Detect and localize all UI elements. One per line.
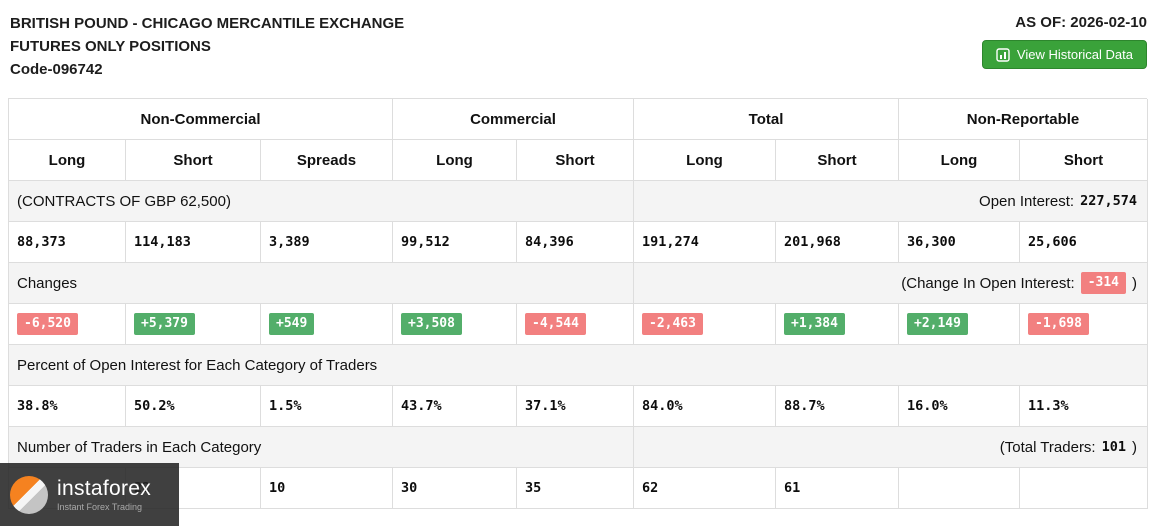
column-header-long: Long: [393, 140, 517, 181]
column-header-short: Short: [776, 140, 899, 181]
change-badge-cell: -4,544: [517, 304, 634, 345]
traders-count-cell: 30: [393, 468, 517, 509]
instaforex-tagline: Instant Forex Trading: [57, 502, 143, 513]
change-open-interest-value: -314: [1080, 272, 1126, 294]
percent-value-cell: 50.2%: [126, 386, 261, 427]
percent-value-cell: 37.1%: [517, 386, 634, 427]
percent-value-cell: 38.8%: [9, 386, 126, 427]
column-header-long: Long: [634, 140, 776, 181]
instaforex-watermark: instaforex Instant Forex Trading: [0, 463, 179, 526]
change-value: +2,149: [907, 313, 968, 335]
instaforex-brand: instaforex: [57, 476, 152, 500]
change-value: +5,379: [134, 313, 195, 335]
change-badge-cell: -2,463: [634, 304, 776, 345]
report-header: BRITISH POUND - CHICAGO MERCANTILE EXCHA…: [0, 0, 1155, 98]
change-value: +3,508: [401, 313, 462, 335]
group-header-total: Total: [634, 99, 899, 140]
change-badge-cell: +1,384: [776, 304, 899, 345]
total-traders-label: (Total Traders:: [999, 438, 1096, 456]
history-chart-icon: [996, 47, 1010, 62]
instaforex-watermark-text: instaforex Instant Forex Trading: [57, 477, 151, 512]
position-value-cell: 114,183: [126, 222, 261, 263]
as-of-date: AS OF: 2026-02-10: [1015, 14, 1147, 31]
column-header-short: Short: [517, 140, 634, 181]
percent-value-cell: 16.0%: [899, 386, 1020, 427]
change-value: -6,520: [17, 313, 78, 335]
percent-value-cell: 11.3%: [1020, 386, 1148, 427]
group-header-non-commercial: Non-Commercial: [9, 99, 393, 140]
view-historical-data-button[interactable]: View Historical Data: [981, 40, 1147, 69]
position-value-cell: 3,389: [261, 222, 393, 263]
position-value-cell: 36,300: [899, 222, 1020, 263]
traders-count-cell: 10: [261, 468, 393, 509]
traders-count-cell: [899, 468, 1020, 509]
column-header-short: Short: [126, 140, 261, 181]
instaforex-logo-icon: [10, 475, 48, 514]
change-open-interest-suffix: ): [1132, 274, 1137, 292]
column-header-long: Long: [899, 140, 1020, 181]
total-traders-row: (Total Traders: 101 ): [634, 427, 1148, 468]
percent-value-cell: 1.5%: [261, 386, 393, 427]
column-header-short: Short: [1020, 140, 1148, 181]
change-open-interest-row: (Change In Open Interest: -314 ): [634, 263, 1148, 304]
report-title-line1: BRITISH POUND - CHICAGO MERCANTILE EXCHA…: [10, 15, 405, 32]
change-value: -1,698: [1028, 313, 1089, 335]
changes-label: Changes: [9, 263, 634, 304]
report-header-right: AS OF: 2026-02-10 View Historical Data: [981, 12, 1147, 69]
change-badge-cell: +549: [261, 304, 393, 345]
column-header-spreads: Spreads: [261, 140, 393, 181]
position-value-cell: 201,968: [776, 222, 899, 263]
position-value-cell: 191,274: [634, 222, 776, 263]
total-traders-value: 101: [1101, 439, 1126, 455]
change-badge-cell: -6,520: [9, 304, 126, 345]
traders-count-cell: 61: [776, 468, 899, 509]
contracts-label: (CONTRACTS OF GBP 62,500): [9, 181, 634, 222]
percent-value-cell: 88.7%: [776, 386, 899, 427]
total-traders-suffix: ): [1132, 438, 1137, 456]
view-historical-data-label: View Historical Data: [1016, 47, 1133, 62]
report-title-line2: FUTURES ONLY POSITIONS: [10, 38, 211, 55]
position-value-cell: 25,606: [1020, 222, 1148, 263]
report-titles: BRITISH POUND - CHICAGO MERCANTILE EXCHA…: [10, 12, 404, 81]
number-of-traders-label: Number of Traders in Each Category: [9, 427, 634, 468]
cot-table: Non-Commercial Commercial Total Non-Repo…: [8, 98, 1148, 509]
change-badge-cell: +3,508: [393, 304, 517, 345]
percent-value-cell: 84.0%: [634, 386, 776, 427]
change-badge-cell: -1,698: [1020, 304, 1148, 345]
percent-value-cell: 43.7%: [393, 386, 517, 427]
change-value: +1,384: [784, 313, 845, 335]
open-interest-row: Open Interest: 227,574: [634, 181, 1148, 222]
group-header-non-reportable: Non-Reportable: [899, 99, 1148, 140]
position-value-cell: 99,512: [393, 222, 517, 263]
change-open-interest-label: (Change In Open Interest:: [901, 274, 1075, 292]
position-value-cell: 84,396: [517, 222, 634, 263]
column-header-long: Long: [9, 140, 126, 181]
position-value-cell: 88,373: [9, 222, 126, 263]
change-value: -2,463: [642, 313, 703, 335]
traders-count-cell: 62: [634, 468, 776, 509]
report-code: Code-096742: [10, 61, 103, 78]
traders-count-cell: [1020, 468, 1148, 509]
change-value: +549: [269, 313, 315, 335]
group-header-commercial: Commercial: [393, 99, 634, 140]
open-interest-value: 227,574: [1080, 193, 1137, 209]
traders-count-cell: 35: [517, 468, 634, 509]
change-value: -4,544: [525, 313, 586, 335]
change-badge-cell: +2,149: [899, 304, 1020, 345]
open-interest-label: Open Interest:: [979, 192, 1075, 210]
change-badge-cell: +5,379: [126, 304, 261, 345]
percent-open-interest-label: Percent of Open Interest for Each Catego…: [9, 345, 1148, 386]
